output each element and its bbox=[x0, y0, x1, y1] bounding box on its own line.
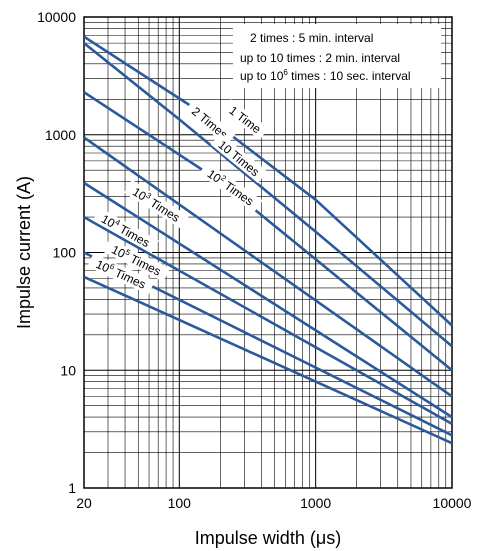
series-label-background bbox=[102, 238, 170, 282]
series-line bbox=[83, 35, 453, 327]
series-label-background bbox=[87, 253, 155, 295]
y-tick-label: 10000 bbox=[37, 9, 76, 25]
grid-lines bbox=[83, 17, 453, 488]
y-tick-label: 100 bbox=[53, 245, 77, 261]
series-label-background bbox=[198, 161, 263, 213]
note-line: up to 106 times : 10 sec. interval bbox=[240, 68, 411, 83]
series-line bbox=[83, 215, 453, 426]
y-axis-title: Impulse current (A) bbox=[14, 176, 34, 329]
series-line bbox=[83, 181, 453, 419]
series-label-background bbox=[184, 99, 236, 146]
series-label-background bbox=[221, 98, 269, 140]
x-tick-label: 1000 bbox=[300, 495, 331, 511]
note-background bbox=[233, 24, 441, 88]
series-line bbox=[83, 42, 453, 348]
x-tick-labels: 20 100 1000 10000 bbox=[76, 495, 471, 511]
note-line: 2 times : 5 min. interval bbox=[250, 31, 373, 45]
x-axis-title: Impulse width (μs) bbox=[195, 528, 341, 548]
series-label-background bbox=[92, 207, 159, 254]
series-line bbox=[83, 136, 453, 398]
x-tick-label: 20 bbox=[76, 495, 92, 511]
y-tick-label: 1000 bbox=[45, 127, 76, 143]
x-tick-label: 10000 bbox=[433, 495, 472, 511]
x-tick-label: 100 bbox=[168, 495, 192, 511]
y-tick-label: 10 bbox=[60, 362, 76, 378]
note-line: up to 10 times : 2 min. interval bbox=[240, 51, 400, 65]
series-label-background bbox=[123, 179, 189, 229]
series-line bbox=[83, 275, 453, 445]
y-tick-label: 1 bbox=[68, 480, 76, 496]
series-label-background bbox=[210, 133, 268, 184]
interval-note: 2 times : 5 min. interval up to 10 times … bbox=[233, 24, 441, 88]
series-lines bbox=[83, 35, 453, 445]
y-tick-labels: 1 10 100 1000 10000 bbox=[37, 9, 76, 496]
